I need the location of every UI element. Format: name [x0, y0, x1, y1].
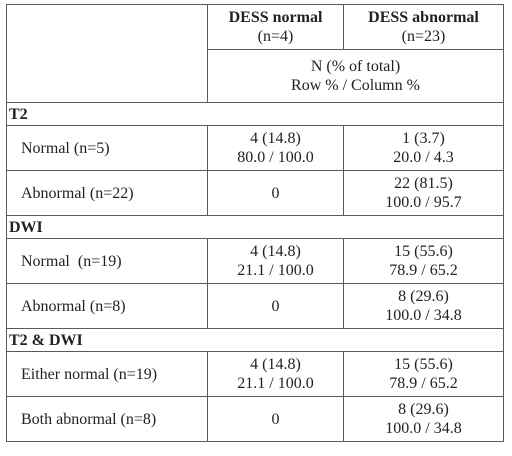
- dess-normal-cell: 0: [207, 283, 344, 329]
- table-row: Abnormal (n=8) 0 8 (29.6) 100.0 / 34.8: [6, 283, 504, 329]
- cell-percent: 100.0 / 34.8: [385, 307, 462, 324]
- cell-percent: 21.1 / 100.0: [237, 375, 314, 392]
- header-corner-cell: [6, 4, 208, 103]
- dess-abnormal-cell: 8 (29.6) 100.0 / 34.8: [343, 283, 504, 329]
- dess-normal-cell: 4 (14.8) 21.1 / 100.0: [207, 351, 344, 397]
- dess-abnormal-cell: 8 (29.6) 100.0 / 34.8: [343, 396, 504, 442]
- dess-abnormal-cell: 22 (81.5) 100.0 / 95.7: [343, 170, 504, 216]
- dess-abnormal-cell: 15 (55.6) 78.9 / 65.2: [343, 238, 504, 284]
- dess-normal-cell: 0: [207, 170, 344, 216]
- subheader-row: N (% of total) Row % / Column %: [7, 49, 504, 103]
- cell-percent: 78.9 / 65.2: [389, 375, 458, 392]
- dess-normal-cell: 4 (14.8) 21.1 / 100.0: [207, 238, 344, 284]
- cell-percent: 100.0 / 95.7: [385, 194, 462, 211]
- row-label: Abnormal (n=8): [6, 283, 208, 329]
- header-row: DESS normal (n=4) DESS abnormal (n=23): [6, 4, 504, 103]
- cell-count: 0: [271, 410, 280, 428]
- cell-percent: 21.1 / 100.0: [237, 262, 314, 279]
- table-row: Abnormal (n=22) 0 22 (81.5) 100.0 / 95.7: [6, 170, 504, 216]
- cell-count: 4 (14.8): [250, 130, 301, 147]
- header-dess-normal-n: (n=4): [257, 28, 294, 45]
- dess-normal-cell: 4 (14.8) 80.0 / 100.0: [207, 125, 344, 171]
- dess-normal-cell: 0: [207, 396, 344, 442]
- cell-percent: 78.9 / 65.2: [389, 262, 458, 279]
- table-row: Either normal (n=19) 4 (14.8) 21.1 / 100…: [6, 351, 504, 397]
- row-label: Normal (n=5): [6, 125, 208, 171]
- header-dess-normal-title: DESS normal: [228, 9, 323, 26]
- subheader-cell: N (% of total) Row % / Column %: [207, 49, 504, 103]
- cell-count: 8 (29.6): [398, 288, 449, 305]
- table-row: Both abnormal (n=8) 0 8 (29.6) 100.0 / 3…: [6, 396, 504, 442]
- row-label: Either normal (n=19): [6, 351, 208, 397]
- section-row: T2 & DWI: [6, 328, 504, 352]
- results-table: DESS normal (n=4) DESS abnormal (n=23) N…: [6, 4, 504, 442]
- cell-percent: 100.0 / 34.8: [385, 420, 462, 437]
- section-title: T2: [6, 102, 504, 126]
- row-label: Normal (n=19): [6, 238, 208, 284]
- cell-count: 8 (29.6): [398, 401, 449, 418]
- cell-count: 1 (3.7): [402, 130, 445, 147]
- cell-count: 4 (14.8): [250, 243, 301, 260]
- cell-percent: 80.0 / 100.0: [237, 149, 314, 166]
- table-row: Normal (n=19) 4 (14.8) 21.1 / 100.0 15 (…: [6, 238, 504, 284]
- header-dess-abnormal-title: DESS abnormal: [368, 9, 479, 26]
- dess-abnormal-cell: 15 (55.6) 78.9 / 65.2: [343, 351, 504, 397]
- subheader-line-2: Row % / Column %: [291, 77, 420, 94]
- row-label: Both abnormal (n=8): [6, 396, 208, 442]
- dess-abnormal-cell: 1 (3.7) 20.0 / 4.3: [343, 125, 504, 171]
- cell-count: 15 (55.6): [394, 356, 453, 373]
- cell-count: 4 (14.8): [250, 356, 301, 373]
- header-dess-abnormal-n: (n=23): [401, 28, 446, 45]
- subheader-line-1: N (% of total): [310, 58, 401, 75]
- header-dess-abnormal: DESS abnormal (n=23): [343, 4, 504, 50]
- table-row: Normal (n=5) 4 (14.8) 80.0 / 100.0 1 (3.…: [6, 125, 504, 171]
- cell-count: 15 (55.6): [394, 243, 453, 260]
- row-label: Abnormal (n=22): [6, 170, 208, 216]
- section-title: DWI: [6, 215, 504, 239]
- section-row: T2: [6, 102, 504, 126]
- section-title: T2 & DWI: [6, 328, 504, 352]
- header-dess-normal: DESS normal (n=4): [207, 4, 344, 50]
- cell-count: 0: [271, 297, 280, 315]
- section-row: DWI: [6, 215, 504, 239]
- cell-count: 0: [271, 184, 280, 202]
- cell-count: 22 (81.5): [394, 175, 453, 192]
- cell-percent: 20.0 / 4.3: [393, 149, 454, 166]
